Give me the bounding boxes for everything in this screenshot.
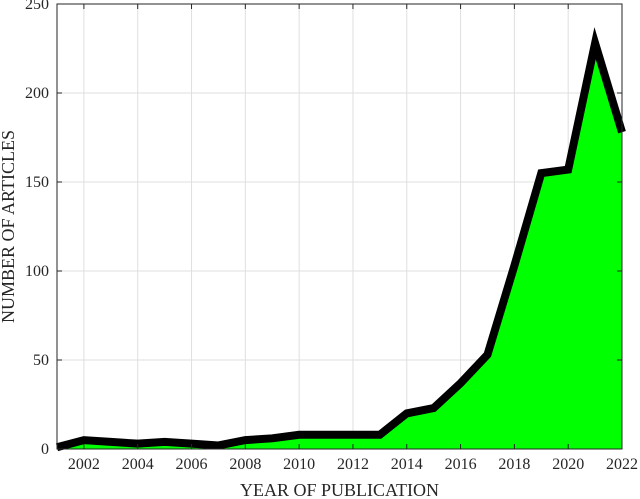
- tick-labels: 2002 2004 2006 2008 2010 2012 2014 2016 2018 2020…: [25, 0, 638, 473]
- x-tick-label: 2022: [606, 456, 638, 473]
- axes-box: [56, 3, 623, 450]
- y-tick-label: 150: [25, 174, 49, 191]
- x-tick-label: 2002: [68, 456, 100, 473]
- x-tick-label: 2008: [229, 456, 261, 473]
- plot-area: [55, 27, 626, 452]
- x-tick-label: 2010: [283, 456, 315, 473]
- x-tick-label: 2006: [176, 456, 208, 473]
- x-tick-label: 2014: [391, 456, 423, 473]
- y-tick-label: 100: [25, 263, 49, 280]
- y-tick-label: 50: [33, 352, 49, 369]
- x-tick-label: 2004: [122, 456, 154, 473]
- axes: [56, 3, 623, 450]
- series-line: [55, 27, 626, 452]
- x-axis-title: YEAR OF PUBLICATION: [240, 480, 439, 499]
- x-tick-label: 2018: [498, 456, 530, 473]
- y-tick-label: 250: [25, 0, 49, 13]
- y-tick-label: 200: [25, 85, 49, 102]
- y-tick-label: 0: [41, 441, 49, 458]
- x-tick-label: 2016: [445, 456, 477, 473]
- y-axis-title: NUMBER OF ARTICLES: [0, 130, 18, 323]
- x-tick-label: 2020: [552, 456, 584, 473]
- area-fill: [57, 43, 622, 449]
- x-tick-label: 2012: [337, 456, 369, 473]
